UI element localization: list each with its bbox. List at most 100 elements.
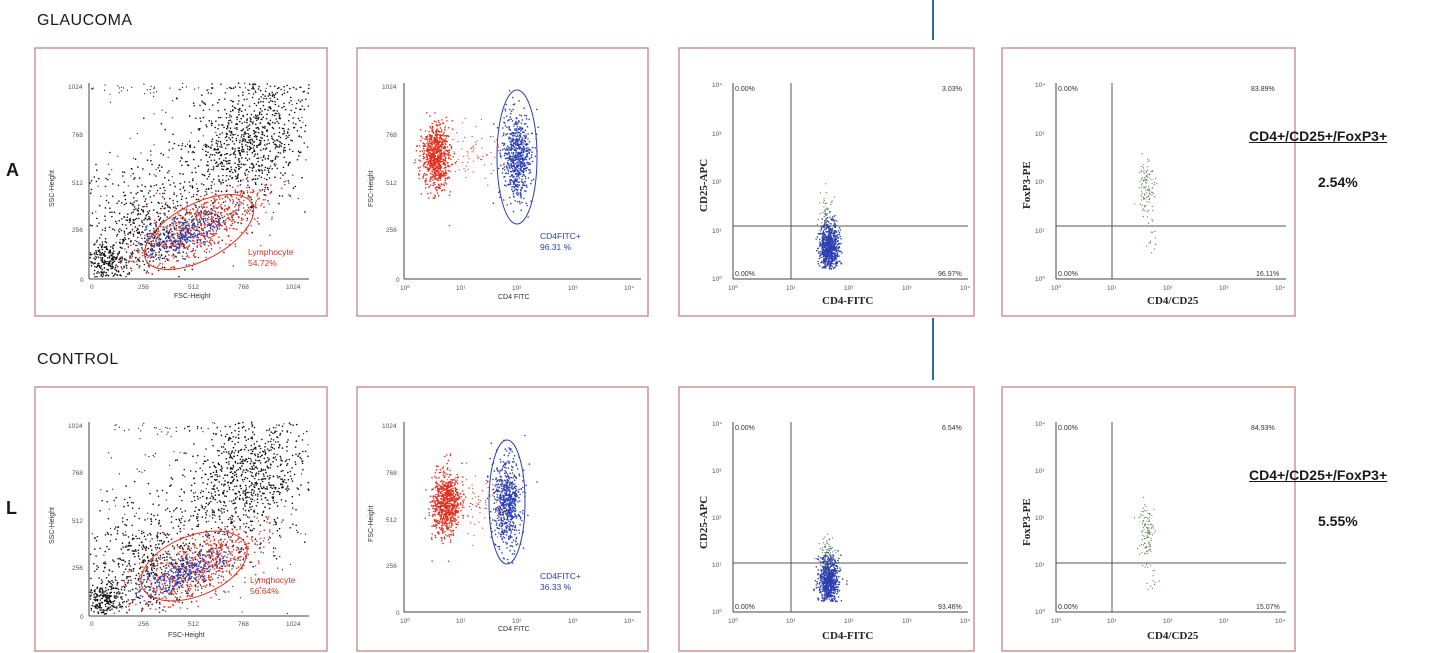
- event-dot: [234, 243, 237, 246]
- event-dot: [112, 275, 115, 277]
- event-dot: [135, 260, 138, 263]
- event-dot: [427, 146, 429, 149]
- event-dot: [226, 184, 228, 187]
- event-dot: [174, 215, 177, 218]
- event-dot: [215, 120, 217, 122]
- event-dot: [168, 239, 171, 242]
- event-dot: [138, 177, 141, 179]
- event-dot: [513, 146, 515, 148]
- event-dot: [177, 204, 179, 207]
- event-dot: [831, 265, 833, 268]
- event-dot: [132, 260, 134, 262]
- event-dot: [252, 93, 255, 95]
- event-dot: [508, 125, 510, 128]
- event-dot: [228, 227, 231, 230]
- event-dot: [251, 96, 254, 99]
- event-dot: [1148, 159, 1150, 161]
- event-dot: [245, 126, 248, 129]
- event-dot: [249, 134, 251, 137]
- event-dot: [204, 190, 206, 193]
- event-dot: [185, 197, 188, 200]
- event-dot: [147, 212, 150, 215]
- event-dot: [200, 195, 202, 198]
- event-dot: [519, 132, 522, 135]
- event-dot: [173, 192, 175, 194]
- event-dot: [210, 184, 213, 187]
- event-dot: [510, 147, 512, 149]
- event-dot: [184, 160, 187, 163]
- event-dot: [245, 157, 247, 159]
- event-dot: [423, 165, 425, 168]
- event-dot: [288, 102, 291, 104]
- event-dot: [231, 220, 233, 223]
- event-dot: [238, 216, 240, 219]
- event-dot: [514, 149, 516, 152]
- event-dot: [181, 255, 184, 257]
- event-dot: [520, 143, 522, 146]
- event-dot: [834, 258, 836, 261]
- event-dot: [127, 261, 130, 264]
- event-dot: [222, 181, 225, 184]
- event-dot: [155, 175, 157, 177]
- event-dot: [268, 167, 271, 170]
- event-dot: [514, 173, 517, 175]
- event-dot: [146, 234, 148, 236]
- event-dot: [254, 182, 257, 184]
- event-dot: [423, 150, 426, 152]
- event-dot: [278, 144, 281, 146]
- event-dot: [428, 131, 430, 133]
- event-dot: [492, 202, 495, 205]
- event-dot: [206, 89, 208, 91]
- event-dot: [93, 244, 95, 246]
- event-dot: [434, 112, 436, 114]
- event-dot: [516, 138, 519, 141]
- event-dot: [476, 140, 478, 142]
- event-dot: [94, 262, 96, 264]
- event-dot: [832, 263, 835, 265]
- event-dot: [257, 88, 260, 90]
- event-dot: [240, 129, 243, 132]
- event-dot: [90, 260, 92, 263]
- event-dot: [832, 229, 834, 232]
- panel-cd4-glaucoma: 1024 768 512 256 0 10⁰ 10¹ 10² 10³ 10⁴ C…: [356, 47, 649, 317]
- event-dot: [98, 265, 101, 268]
- event-dot: [192, 179, 194, 182]
- event-dot: [424, 138, 426, 141]
- event-dot: [522, 141, 524, 143]
- event-dot: [206, 232, 208, 234]
- event-dot: [510, 137, 512, 140]
- event-dot: [518, 167, 520, 170]
- event-dot: [147, 272, 150, 274]
- event-dot: [527, 133, 529, 135]
- event-dot: [512, 162, 514, 164]
- event-dot: [282, 133, 284, 135]
- event-dot: [512, 180, 514, 183]
- event-dot: [167, 258, 169, 260]
- event-dot: [437, 130, 440, 132]
- event-dot: [291, 103, 293, 106]
- event-dot: [525, 150, 527, 152]
- event-dot: [191, 224, 193, 227]
- event-dot: [829, 244, 831, 247]
- event-dot: [258, 170, 260, 172]
- event-dot: [442, 134, 444, 136]
- event-dot: [226, 230, 228, 232]
- event-dot: [174, 207, 177, 209]
- event-dot: [237, 174, 239, 177]
- event-dot: [229, 134, 232, 136]
- event-dot: [271, 126, 274, 129]
- event-dot: [437, 160, 439, 162]
- event-dot: [118, 261, 120, 263]
- event-dot: [503, 163, 505, 166]
- event-dot: [244, 209, 247, 212]
- event-dot: [217, 190, 220, 192]
- event-dot: [274, 148, 276, 150]
- event-dot: [513, 128, 516, 130]
- event-dot: [212, 202, 214, 205]
- event-dot: [175, 195, 178, 197]
- event-dot: [183, 223, 185, 225]
- event-dot: [269, 94, 271, 96]
- event-dot: [235, 133, 237, 135]
- event-dot: [98, 272, 100, 274]
- event-dot: [200, 242, 203, 245]
